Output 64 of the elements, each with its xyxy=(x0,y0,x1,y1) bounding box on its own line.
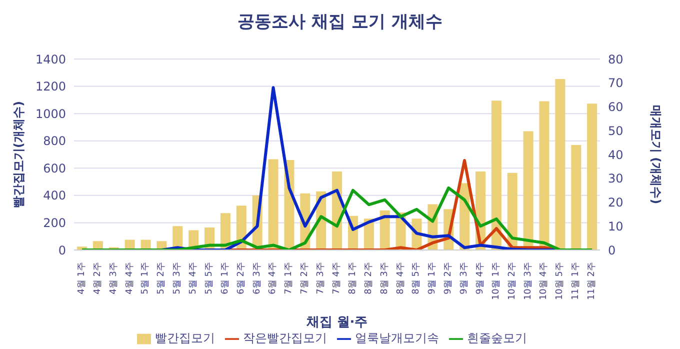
x-tick-label: 8월 3주 xyxy=(380,262,390,294)
y2-axis-title: 매개모기 (개체수) xyxy=(648,104,663,204)
bar xyxy=(571,144,582,250)
x-tick-label: 8월 2주 xyxy=(364,262,374,294)
y-tick-label: 1400 xyxy=(35,52,66,66)
x-tick-label: 5월 4주 xyxy=(188,262,199,294)
bar xyxy=(587,104,598,250)
legend-label: 빨간집모기 xyxy=(155,331,215,345)
x-tick-label: 5월 5주 xyxy=(204,262,214,294)
x-tick-label: 8월 4주 xyxy=(396,262,406,294)
x-tick-label: 9월 4주 xyxy=(475,262,486,294)
x-tick-label: 6월 3주 xyxy=(252,262,262,294)
x-axis-title: 채집 월·주 xyxy=(305,315,368,330)
y-tick-label: 600 xyxy=(43,161,66,176)
x-tick-label: 7월 2주 xyxy=(300,262,310,294)
legend-label: 얼룩날개모기속 xyxy=(355,331,439,345)
y2-tick-label: 20 xyxy=(608,196,624,210)
y-tick-label: 200 xyxy=(43,216,66,230)
x-tick-label: 6월 2주 xyxy=(236,262,246,294)
y2-tick-label: 30 xyxy=(608,172,624,186)
x-tick-label: 5월 3주 xyxy=(172,262,183,294)
x-tick-label: 9월 2주 xyxy=(444,262,454,294)
bar xyxy=(268,159,278,250)
y-tick-label: 800 xyxy=(43,134,66,148)
y2-tick-label: 60 xyxy=(608,100,624,114)
x-tick-label: 10월 5주 xyxy=(555,262,566,300)
y-axis-title: 빨간집모기(개체수) xyxy=(11,101,26,208)
legend-label: 흰줄숲모기 xyxy=(467,331,527,345)
x-tick-label: 9월 3주 xyxy=(460,262,470,294)
x-tick-label: 10월 1주 xyxy=(491,262,502,300)
y-tick-label: 1200 xyxy=(35,80,66,94)
chart-title: 공동조사 채집 모기 개체수 xyxy=(236,11,444,33)
x-tick-label: 10월 2주 xyxy=(507,262,518,300)
y2-tick-label: 40 xyxy=(608,148,624,162)
x-tick-label: 10월 3주 xyxy=(523,262,534,300)
x-tick-label: 7월 1주 xyxy=(284,262,294,294)
bar xyxy=(555,79,566,250)
x-tick-label: 5월 2주 xyxy=(156,262,167,294)
y2-tick-label: 0 xyxy=(608,243,616,258)
x-tick-label: 5월 1주 xyxy=(140,262,151,294)
y-tick-label: 1000 xyxy=(35,106,66,121)
x-tick-label: 11월 2주 xyxy=(587,262,598,300)
x-tick-label: 8월 5주 xyxy=(412,262,422,294)
x-tick-label: 11월 1주 xyxy=(571,262,582,300)
bar xyxy=(491,100,502,250)
y2-tick-label: 70 xyxy=(608,76,624,90)
x-tick-label: 10월 4주 xyxy=(539,262,550,300)
x-tick-label: 9월 1주 xyxy=(428,262,438,294)
x-tick-label: 8월 1주 xyxy=(348,262,358,294)
y2-tick-label: 50 xyxy=(608,124,624,138)
y2-tick-label: 80 xyxy=(608,52,624,66)
line-series xyxy=(80,186,594,250)
x-tick-label: 4월 1주 xyxy=(76,262,87,294)
y2-tick-label: 10 xyxy=(608,219,624,234)
x-tick-label: 4월 4주 xyxy=(124,262,135,294)
y-tick-label: 0 xyxy=(58,243,66,258)
x-tick-label: 4월 2주 xyxy=(92,262,103,294)
legend-label: 작은빨간집모기 xyxy=(243,331,327,345)
x-tick-label: 4월 3주 xyxy=(108,262,119,294)
x-tick-label: 6월 4주 xyxy=(268,262,278,294)
x-tick-label: 7월 3주 xyxy=(316,262,326,294)
y-tick-label: 400 xyxy=(43,188,66,203)
x-tick-label: 7월 4주 xyxy=(332,262,342,294)
x-tick-label: 6월 1주 xyxy=(220,262,230,294)
